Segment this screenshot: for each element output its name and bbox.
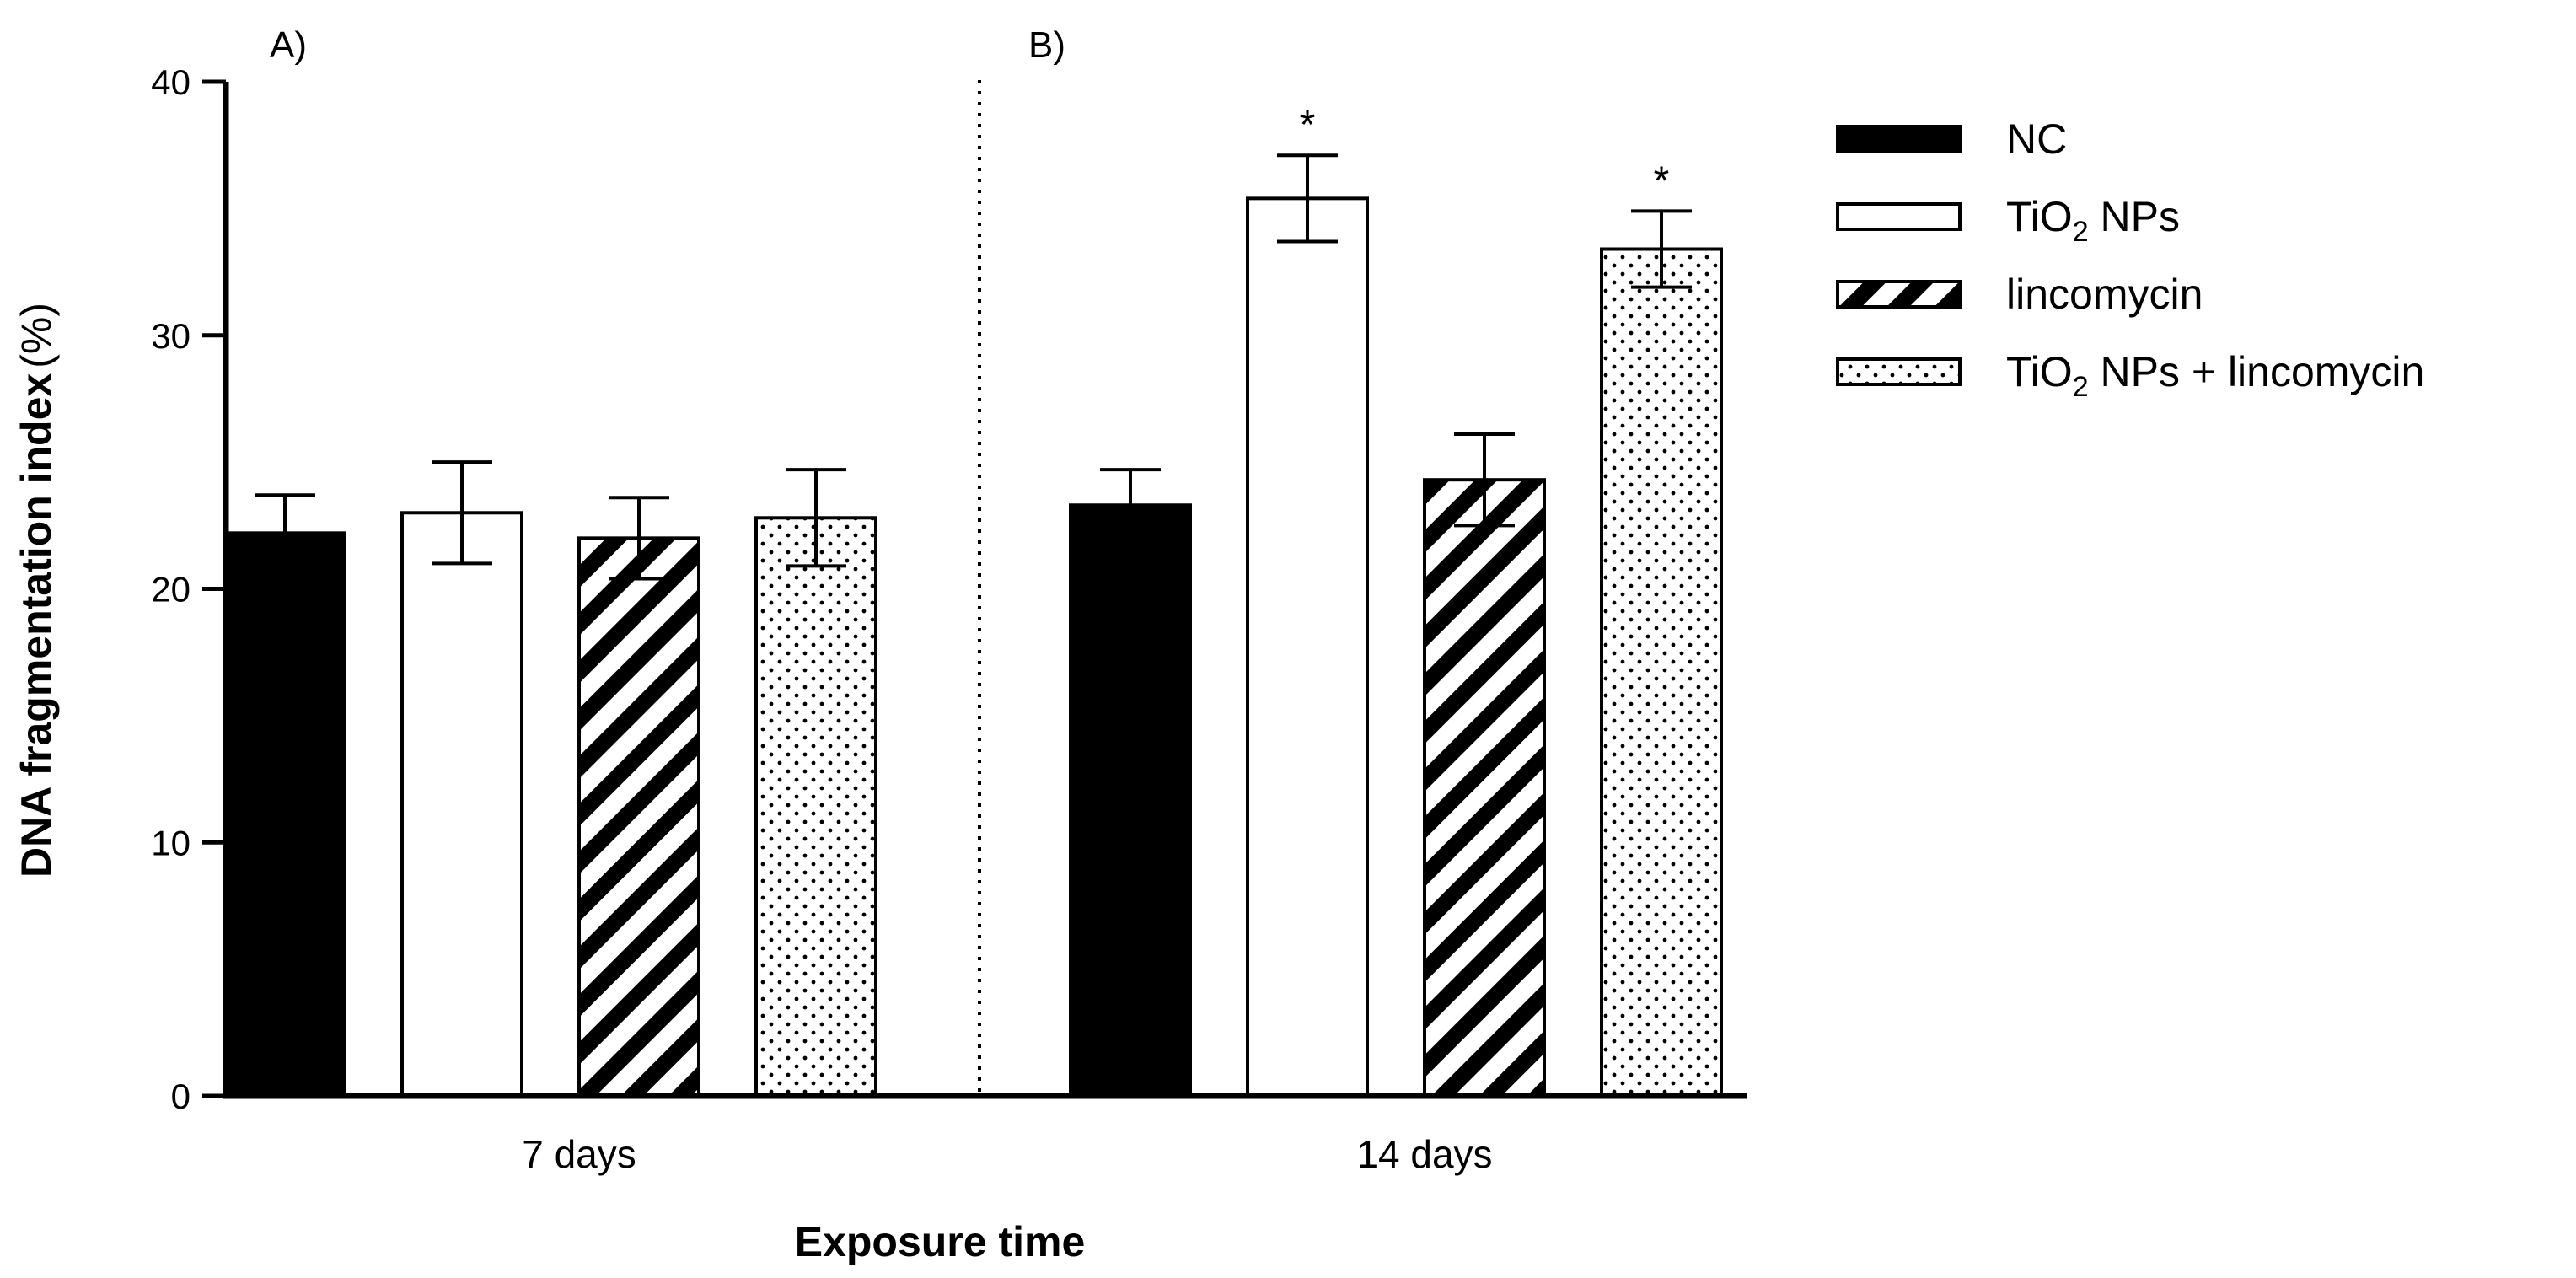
- y-tick-label-30: 30: [151, 316, 191, 356]
- legend-item-diagonal: lincomycin: [1836, 271, 2203, 318]
- error-bar-open-1: [1277, 153, 1338, 244]
- error-bar-diagonal-1: [1454, 432, 1515, 528]
- error-bar-solid-0: [255, 493, 315, 573]
- y-axis-title-unit: (%): [13, 303, 60, 368]
- legend-swatch-dotted: [1836, 357, 1962, 386]
- panel-label-b: B): [1028, 24, 1065, 66]
- y-tick-label-0: 0: [171, 1077, 191, 1116]
- legend-swatch-open: [1836, 202, 1962, 231]
- error-bar-dotted-1: [1631, 209, 1692, 289]
- legend-item-open: TiO2 NPs: [1836, 193, 2180, 248]
- error-bar-solid-1: [1100, 468, 1161, 543]
- bar-diagonal-0: [577, 536, 700, 1098]
- y-tick-label-40: 40: [151, 62, 191, 102]
- error-bar-dotted-0: [786, 468, 846, 568]
- category-label-7-days: 7 days: [522, 1132, 636, 1176]
- legend-label-dotted: TiO2 NPs + lincomycin: [2006, 348, 2424, 403]
- y-axis-title: DNA fragmentation index (%): [13, 303, 60, 878]
- y-ticks-layer: 0 10 20 30 40: [151, 62, 226, 1116]
- bar-dotted-1: [1600, 247, 1723, 1098]
- error-bars-layer: [255, 153, 1692, 581]
- bar-solid-1: [1069, 503, 1192, 1098]
- y-axis-title-main: DNA fragmentation index: [13, 373, 60, 878]
- legend-swatch-solid: [1836, 125, 1962, 153]
- legend-label-open: TiO2 NPs: [2006, 193, 2180, 248]
- bar-open-0: [400, 511, 523, 1098]
- x-axis-title: Exposure time: [795, 1218, 1086, 1265]
- legend-label-diagonal: lincomycin: [2006, 271, 2203, 318]
- error-bar-diagonal-0: [609, 496, 669, 581]
- panel-label-a: A): [270, 24, 307, 66]
- category-label-14-days: 14 days: [1356, 1132, 1492, 1176]
- legend-item-solid: NC: [1836, 115, 2067, 163]
- bar-open-1: [1246, 196, 1369, 1098]
- legend-swatch-diagonal: [1836, 280, 1962, 309]
- bars-layer: [223, 196, 1723, 1098]
- error-bar-open-0: [432, 460, 492, 566]
- significance-marker-dotted-1: *: [1654, 158, 1670, 203]
- significance-layer: **: [1300, 103, 1670, 203]
- bar-diagonal-1: [1423, 478, 1546, 1098]
- legend-label-solid: NC: [2006, 115, 2067, 163]
- significance-marker-open-1: *: [1300, 103, 1316, 148]
- bar-solid-0: [223, 531, 346, 1098]
- legend-item-dotted: TiO2 NPs + lincomycin: [1836, 348, 2424, 403]
- legend: NC TiO2 NPs lincomycin TiO2 NPs + lincomyci…: [1836, 115, 2424, 403]
- bar-dotted-0: [754, 516, 877, 1098]
- y-tick-label-10: 10: [151, 823, 191, 862]
- y-tick-label-20: 20: [151, 570, 191, 609]
